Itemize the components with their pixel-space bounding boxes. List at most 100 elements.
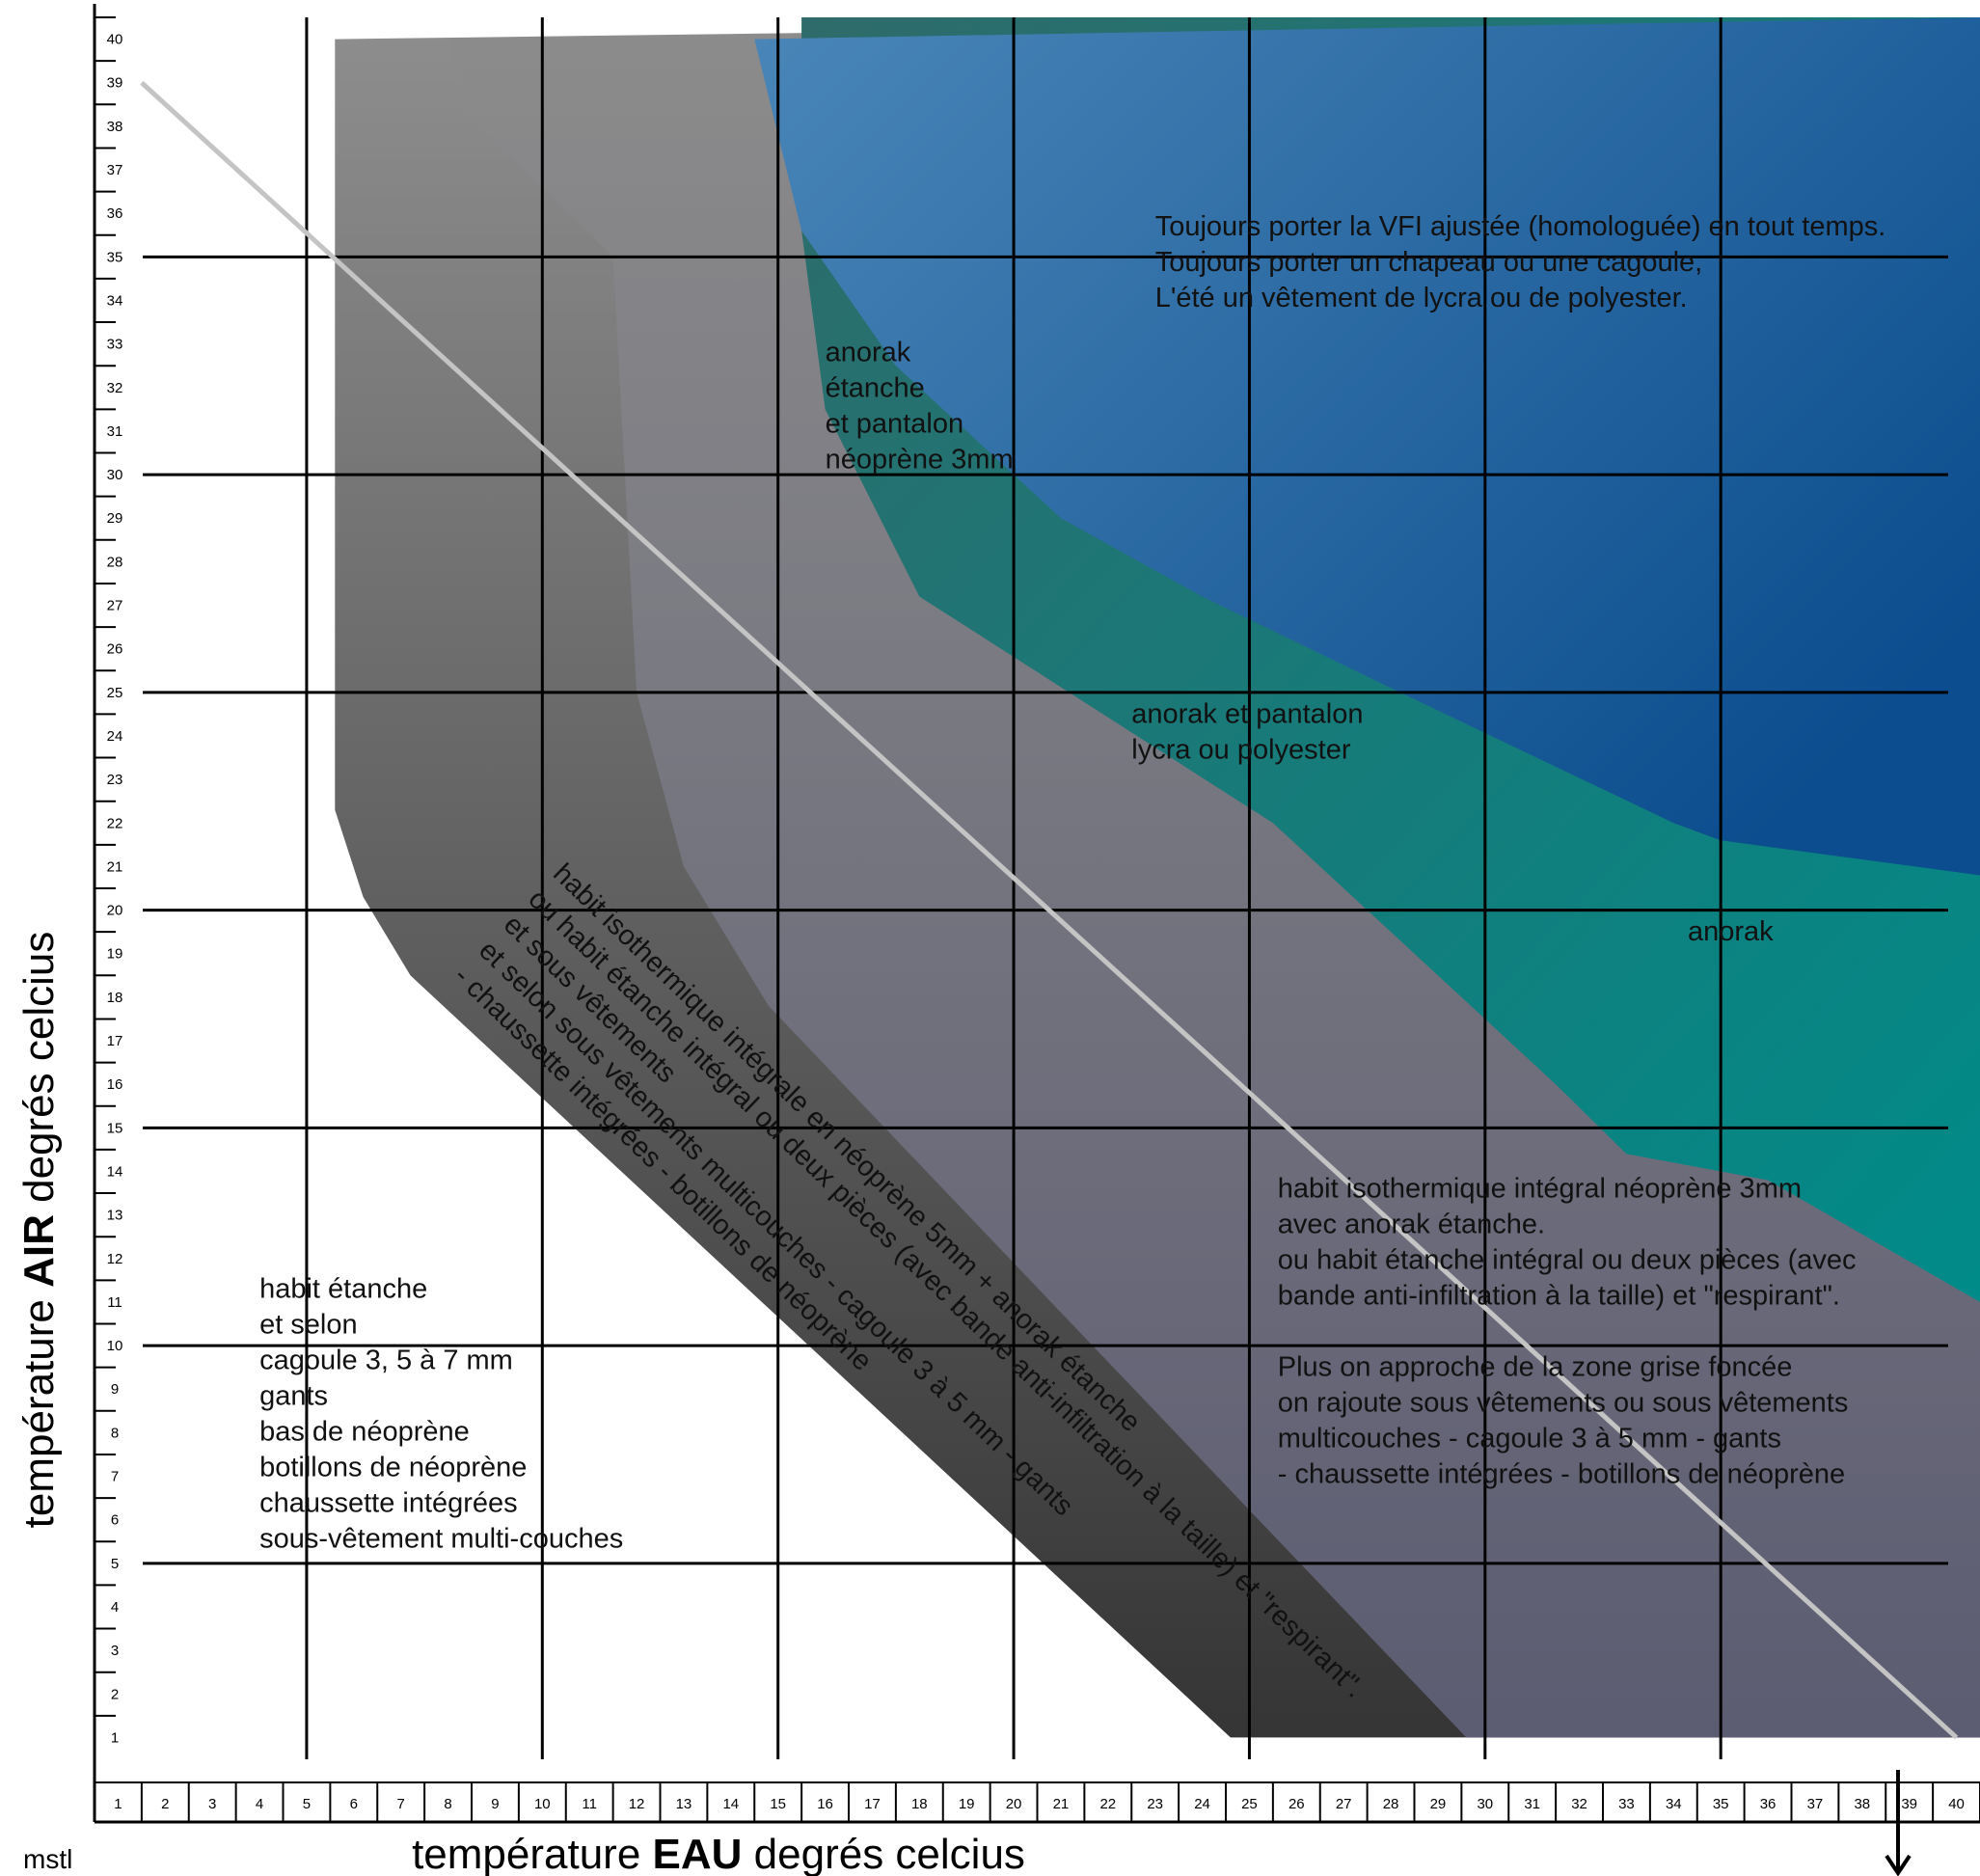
y-axis-label-suffix: degrés celcius [15,932,63,1214]
y-tick-label: 13 [107,1208,123,1224]
x-tick-label: 32 [1571,1796,1587,1812]
x-tick-label: 4 [256,1796,263,1812]
x-tick-label: 22 [1099,1796,1116,1812]
y-tick-label: 25 [107,685,123,701]
x-tick-label: 26 [1288,1796,1305,1812]
x-axis-label-suffix: degrés celcius [742,1831,1024,1876]
annotation-line: L'été un vêtement de lycra ou de polyest… [1155,283,1688,313]
y-tick-label: 40 [107,32,123,48]
x-tick-label: 11 [582,1796,597,1812]
x-tick-label: 16 [817,1796,833,1812]
y-tick-label: 20 [107,903,123,919]
zone-blue [754,17,1980,876]
y-tick-label: 19 [107,946,123,963]
y-tick-label: 35 [107,249,123,265]
y-tick-label: 39 [107,75,123,92]
annotation-line: étanche [826,373,925,404]
annotation-anorak: anorak [1688,916,1774,947]
y-tick-label: 5 [111,1556,119,1572]
annotation-line: Toujours porter la VFI ajustée (homologu… [1155,211,1886,242]
y-axis-label-bold: AIR [15,1214,63,1288]
x-tick-label: 13 [676,1796,692,1812]
x-tick-label: 29 [1430,1796,1447,1812]
axes: 1 2 3 4 5 6 7 8 9 10 11 12 13 14 15 16 17 18 19 20 21 22 23 24 2… [93,4,1980,1824]
annotation-anorak-etanche: anorak étanche et pantalon néoprène 3mm [826,338,1014,476]
y-tick-label: 10 [107,1338,123,1354]
x-axis-label-bold: EAU [653,1831,743,1876]
x-tick-label: 14 [722,1796,739,1812]
x-tick-label: 25 [1241,1796,1258,1812]
y-tick-label: 28 [107,554,123,570]
y-axis-label-prefix: température [15,1288,63,1528]
x-tick-label: 33 [1618,1796,1635,1812]
down-arrow-icon [1885,1770,1912,1876]
annotation-vfi: Toujours porter la VFI ajustée (homologu… [1155,211,1886,313]
annotation-line [1278,1317,1286,1347]
x-tick-label: 2 [161,1796,169,1812]
annotation-line: habit isothermique intégral néoprène 3mm [1278,1174,1802,1205]
annotation-line: et selon [259,1309,358,1340]
x-tick-label: 37 [1807,1796,1824,1812]
x-tick-label: 24 [1194,1796,1210,1812]
grid [143,17,1948,1759]
reference-line-group [140,80,1959,1740]
y-tick-label: 38 [107,119,123,135]
x-tick-label: 8 [444,1796,451,1812]
x-tick-label: 27 [1336,1796,1352,1812]
x-tick-label: 35 [1713,1796,1729,1812]
annotation-line: lycra ou polyester [1131,734,1351,765]
y-tick-label: 11 [107,1294,122,1311]
y-tick-label: 33 [107,337,123,353]
annotation-line: bas de néoprène [259,1416,470,1447]
y-tick-label: 34 [107,292,123,309]
annotation-line: botillons de néoprène [259,1452,527,1482]
annotation-habit-etanche: habit étanche et selon cagoule 3, 5 à 7 mm… [259,1273,623,1554]
x-axis-label-prefix: température [412,1831,652,1876]
annotation-line: on rajoute sous vêtements ou sous vêteme… [1278,1388,1849,1419]
x-tick-label: 39 [1901,1796,1917,1812]
y-tick-label: 6 [111,1512,119,1529]
y-tick-label: 32 [107,380,123,396]
x-tick-label: 36 [1760,1796,1777,1812]
x-tick-label: 23 [1147,1796,1163,1812]
annotation-line: cagoule 3, 5 à 7 mm [259,1345,513,1375]
x-tick-label: 17 [864,1796,881,1812]
x-tick-label: 30 [1477,1796,1493,1812]
annotation-line: anorak [826,338,911,368]
annotation-line: bande anti-infiltration à la taille) et … [1278,1281,1840,1312]
x-tick-label: 28 [1383,1796,1399,1812]
x-tick-label: 31 [1524,1796,1540,1812]
y-tick-label: 3 [111,1643,119,1659]
annotation-line: anorak [1688,916,1774,947]
annotation-anorak-lycra: anorak et pantalon lycra ou polyester [1131,698,1363,765]
y-tick-label: 8 [111,1425,119,1441]
y-tick-label: 4 [111,1599,119,1616]
x-tick-label: 19 [959,1796,975,1812]
y-tick-label: 30 [107,467,123,483]
x-tick-label: 20 [1006,1796,1022,1812]
y-tick-label: 17 [107,1033,123,1049]
y-tick-label: 22 [107,815,123,831]
annotation-line: multicouches - cagoule 3 à 5 mm - gants [1278,1424,1781,1455]
annotation-line: Toujours porter un chapeau ou une cagoul… [1155,247,1703,278]
y-axis-label: température AIR degrés celcius [15,932,63,1529]
zones [335,17,1980,1738]
annotation-isotherme-3mm: habit isothermique intégral néoprène 3mm… [1278,1174,1857,1490]
annotation-line: avec anorak étanche. [1278,1210,1545,1240]
y-tick-label: 37 [107,162,123,178]
x-tick-label: 1 [114,1796,122,1812]
y-tick-label: 14 [107,1163,123,1180]
x-tick-label: 15 [770,1796,786,1812]
annotation-line: néoprène 3mm [826,445,1014,476]
x-tick-label: 34 [1666,1796,1682,1812]
x-tick-label: 7 [397,1796,405,1812]
y-tick-label: 2 [111,1686,119,1702]
x-tick-label: 12 [629,1796,645,1812]
annotation-line: chaussette intégrées [259,1487,518,1518]
y-tick-label: 26 [107,641,123,658]
x-tick-label: 5 [303,1796,311,1812]
y-tick-label: 31 [107,423,123,440]
annotation-line: - chaussette intégrées - botillons de né… [1278,1459,1845,1490]
x-tick-label: 9 [491,1796,499,1812]
y-tick-label: 1 [111,1729,119,1746]
